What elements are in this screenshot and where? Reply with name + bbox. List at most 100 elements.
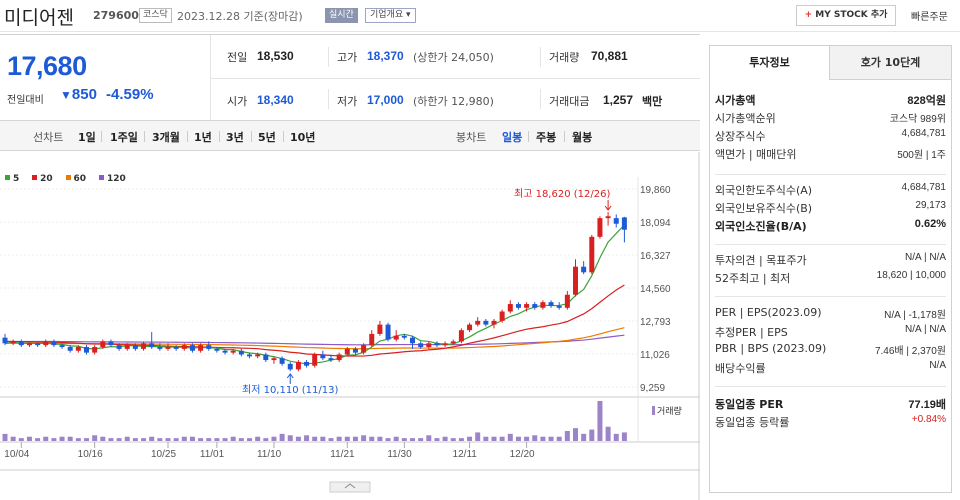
volume-bar	[35, 438, 41, 441]
volume-bar	[279, 433, 285, 441]
divider	[715, 386, 946, 387]
volume-bar	[483, 436, 489, 441]
volume-bar	[613, 433, 619, 441]
period-10y[interactable]: 10년	[290, 131, 316, 144]
info-row-label: 외국인한도주식수(A)	[715, 184, 813, 197]
period-5y[interactable]: 5년	[258, 131, 276, 144]
volume-label: 거래량	[657, 405, 682, 417]
volume-bar	[573, 428, 578, 441]
volume-bar	[597, 401, 603, 441]
volume-bar	[10, 436, 16, 441]
tab-invest-info[interactable]: 투자정보	[710, 46, 830, 80]
volume-bar	[532, 435, 538, 441]
info-row: 동일업종 PER 77.19배	[715, 396, 946, 414]
info-row: 외국인보유주식수(B) 29,173	[715, 200, 946, 218]
divider	[219, 131, 220, 142]
company-overview-dropdown[interactable]: 기업개요 ▾	[365, 8, 416, 23]
candle-body	[410, 337, 415, 344]
candle-body	[344, 348, 350, 355]
info-row: 외국인한도주식수(A) 4,684,781	[715, 182, 946, 200]
volume-bar	[84, 438, 89, 441]
candle-body	[621, 217, 627, 230]
add-mystock-label: MY STOCK 추가	[815, 10, 888, 20]
period-1w[interactable]: 1주일	[110, 131, 138, 144]
candle-body	[532, 304, 538, 308]
chart-scroll-handle[interactable]	[329, 481, 371, 493]
candle-body	[458, 330, 464, 342]
candle-body	[393, 335, 399, 340]
candle-body	[75, 347, 81, 351]
volume-bar	[418, 438, 424, 441]
volume-bar	[165, 438, 171, 441]
ma60-line	[4, 327, 625, 350]
info-row-label: 배당수익률	[715, 362, 766, 375]
candle-weekly[interactable]: 주봉	[536, 131, 557, 144]
candlestick-chart: 19,860 18,094 16,327 14,560 12,793 11,026 9,25…	[0, 152, 700, 500]
volume-bar	[344, 436, 350, 441]
price-chart-area: 5 20 60 120 19,860 18,094 16,327 14,560 12,7…	[0, 152, 700, 500]
line-chart-label: 선차트	[33, 131, 64, 144]
volume-bar	[247, 438, 252, 441]
volume-bar	[206, 438, 212, 441]
realtime-button[interactable]: 실시간	[325, 8, 358, 23]
period-3y[interactable]: 3년	[226, 131, 244, 144]
volume-bar	[181, 436, 187, 441]
volume-bar	[295, 436, 301, 441]
stock-header: 미디어젠 279600 코스닥 2023.12.28 기준(장마감) 실시간 기…	[0, 0, 960, 32]
candle-body	[59, 345, 65, 348]
upper-limit: (상한가 24,050)	[413, 51, 494, 64]
tab-hoga-10[interactable]: 호가 10단계	[830, 46, 951, 80]
candle-body	[26, 343, 32, 346]
y-tick-label: 19,860	[640, 185, 671, 196]
divider	[187, 131, 188, 142]
ma5-label: 5	[13, 174, 20, 184]
volume-bar	[59, 436, 65, 441]
candle-body	[369, 333, 375, 346]
info-row: 추정PER | EPS N/A | N/A	[715, 324, 946, 342]
info-row-label: 투자의견 | 목표주가	[715, 254, 807, 267]
info-row-value: 7.46배 | 2,370원	[874, 346, 946, 357]
info-row-label: 외국인보유주식수(B)	[715, 202, 813, 215]
volume-bar	[198, 438, 204, 441]
volume-bar	[450, 438, 456, 441]
candle-body	[149, 343, 155, 348]
ma-legend-item: 5	[5, 174, 19, 184]
market-badge: 코스닥	[139, 8, 172, 23]
volume-bar	[149, 436, 155, 441]
candle-body	[434, 343, 440, 346]
plus-icon: +	[804, 10, 813, 20]
candle-daily[interactable]: 일봉	[502, 131, 523, 144]
period-3m[interactable]: 3개월	[152, 131, 180, 144]
period-1d[interactable]: 1일	[78, 131, 96, 144]
chart-period-bar: 선차트 1일 1주일 3개월 1년 3년 5년 10년 봉차트 일봉 주봉 월봉	[0, 120, 700, 151]
x-tick-label: 12/20	[510, 449, 535, 460]
ma20-swatch	[32, 175, 38, 180]
period-1y[interactable]: 1년	[194, 131, 212, 144]
info-row-value: 500원 | 1주	[897, 150, 946, 161]
info-row-value: 0.62%	[914, 218, 946, 230]
candle-body	[564, 294, 570, 308]
volume-bar	[540, 436, 546, 441]
volume-bar	[2, 433, 8, 441]
candle-body	[271, 358, 277, 361]
volume-bar	[271, 436, 277, 441]
candle-body	[222, 350, 228, 353]
candle-body	[312, 354, 318, 366]
candle-body	[361, 345, 367, 353]
candle-monthly[interactable]: 월봉	[572, 131, 593, 144]
high-annotation: 최고 18,620 (12/26)	[514, 188, 610, 200]
add-mystock-button[interactable]: + MY STOCK 추가	[796, 5, 896, 26]
quick-order-link[interactable]: 빠른주문	[911, 12, 948, 23]
candle-body	[279, 358, 285, 364]
info-row-label: 동일업종 PER	[715, 398, 784, 411]
candle-body	[132, 345, 138, 349]
volume-bar	[116, 438, 122, 441]
candle-body	[613, 218, 619, 224]
candle-body	[18, 341, 24, 346]
prev-close-value: 18,530	[257, 49, 294, 63]
candle-body	[581, 266, 587, 273]
change-value: ▼850	[60, 86, 97, 103]
candle-body	[515, 304, 521, 308]
high-arrow-head	[604, 205, 612, 211]
divider	[715, 296, 946, 297]
